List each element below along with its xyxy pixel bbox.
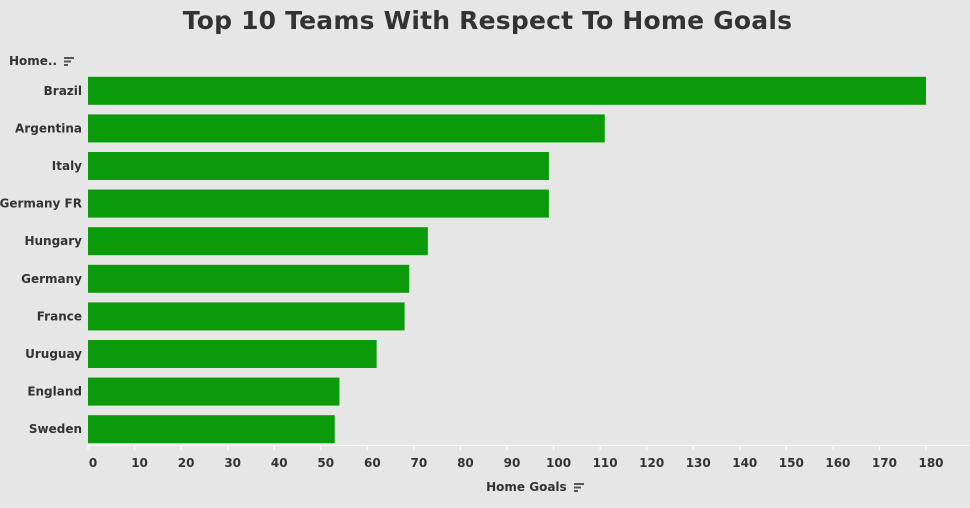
x-tick-label: 20 [178,456,195,470]
bar-sweden[interactable] [88,415,335,444]
x-tick-label: 170 [872,456,897,470]
bar-brazil[interactable] [88,76,926,105]
category-label: Argentina [15,121,82,135]
category-label: England [27,385,82,399]
x-ticks-group: 0 10 20 30 40 50 60 70 80 90 100 110 120 130 140 150 160… [87,445,944,470]
bar-hungary[interactable] [88,227,428,256]
y-axis-header[interactable]: Home.. [9,54,75,68]
x-tick-label: 90 [504,456,521,470]
x-tick-label: 110 [593,456,618,470]
x-tick-label: 150 [779,456,804,470]
category-labels-group: Brazil Argentina Italy Germany FR Hungary Ger… [0,84,82,436]
y-axis-header-label: Home.. [9,54,58,68]
bar-argentina[interactable] [88,114,605,143]
category-label: Germany FR [0,197,82,211]
x-tick-label: 160 [825,456,850,470]
x-tick-label: 40 [271,456,288,470]
category-label: Hungary [24,234,82,248]
x-tick-label: 80 [457,456,474,470]
x-tick-label: 100 [546,456,571,470]
category-label: Brazil [44,84,82,98]
x-tick-label: 70 [411,456,428,470]
x-tick-label: 50 [317,456,334,470]
x-tick-label: 120 [639,456,664,470]
bar-germany[interactable] [88,264,410,293]
category-label: Germany [21,272,82,286]
x-tick-label: 60 [364,456,381,470]
x-tick-label: 0 [89,456,97,470]
category-label: Sweden [29,422,82,436]
x-tick-label: 180 [918,456,943,470]
x-axis-title[interactable]: Home Goals [0,480,970,494]
chart-title: Top 10 Teams With Respect To Home Goals [182,6,793,35]
x-tick-label: 140 [732,456,757,470]
bars-group [88,76,926,444]
x-tick-label: 130 [686,456,711,470]
x-axis-title-label: Home Goals [486,480,567,494]
sort-descending-icon[interactable] [573,483,584,492]
bar-uruguay[interactable] [88,340,377,368]
x-tick-label: 10 [131,456,148,470]
sort-descending-icon[interactable] [64,57,75,66]
bar-france[interactable] [88,302,405,331]
category-label: Uruguay [25,347,82,361]
category-label: Italy [52,159,82,173]
bar-england[interactable] [88,377,340,406]
bar-germany-fr[interactable] [88,189,549,218]
x-tick-label: 30 [224,456,241,470]
bar-italy[interactable] [88,152,549,180]
category-label: France [37,309,82,323]
